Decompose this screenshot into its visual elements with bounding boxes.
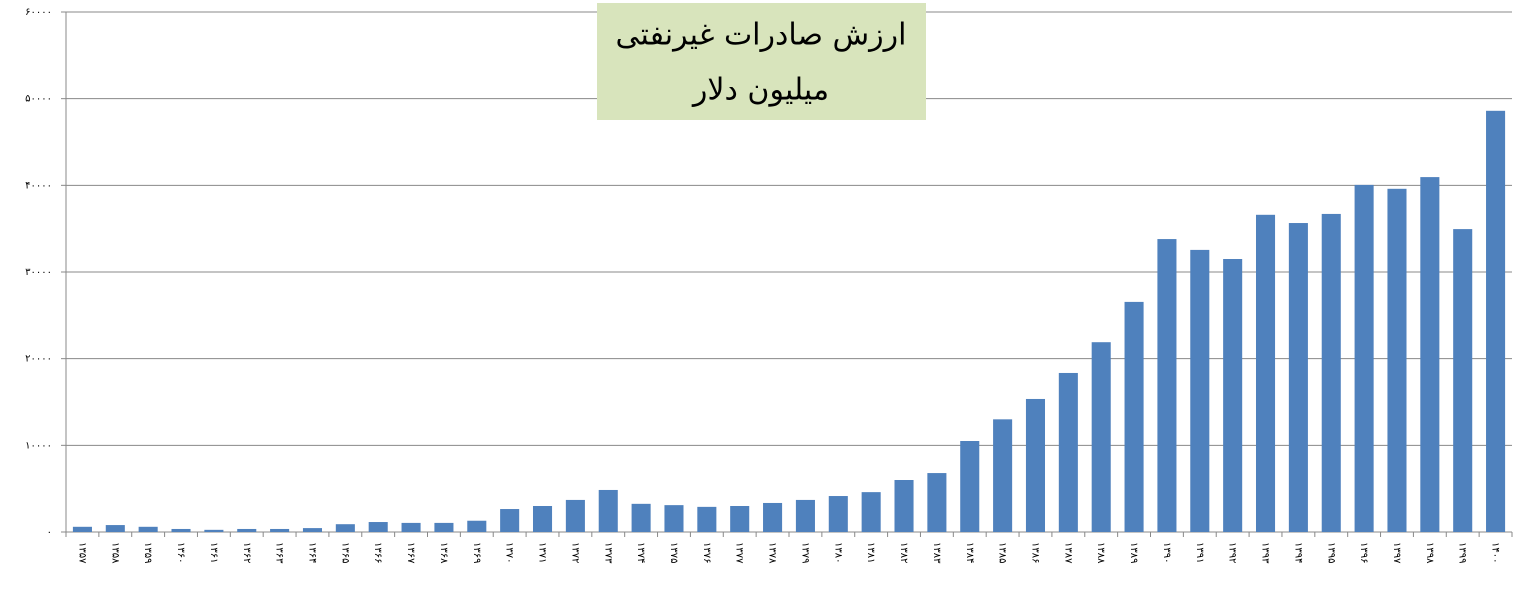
x-tick-label: ۱۳۸۴ [964,542,975,563]
bar [1157,239,1177,533]
x-tick-label: ۱۳۵۸ [109,542,120,564]
bar [795,499,815,532]
x-tick-label: ۱۳۷۱ [537,542,548,563]
bar [1190,249,1210,532]
x-tick-label: ۱۳۹۸ [1424,542,1435,564]
y-tick-label: ۱۰۰۰۰ [25,440,52,451]
bar [1288,223,1308,533]
bar [697,506,717,532]
x-tick-label: ۱۳۷۲ [569,542,580,563]
bar [730,506,750,532]
y-tick-label: ۲۰۰۰۰ [25,354,52,365]
x-tick-label: ۱۳۸۵ [997,542,1008,563]
bar [631,503,651,532]
bar [1354,184,1374,532]
x-tick-label: ۱۳۹۳ [1260,542,1271,564]
x-tick-label: ۱۳۹۱ [1194,542,1205,563]
bar [1058,372,1078,532]
y-tick-label: ۵۰۰۰۰ [25,94,52,105]
x-tick-label: ۱۳۷۹ [799,542,810,563]
x-tick-label: ۱۳۶۷ [405,542,416,564]
x-tick-label: ۱۳۵۹ [142,542,153,563]
x-tick-label: ۱۳۷۰ [504,542,515,563]
bar [467,520,487,532]
x-tick-label: ۱۳۹۹ [1457,542,1468,563]
bar [828,496,848,532]
bar [1486,110,1506,533]
bar [171,528,191,532]
bar [1025,398,1046,532]
x-tick-label: ۱۳۷۳ [602,542,613,564]
x-tick-label: ۱۳۶۶ [372,542,383,563]
x-tick-label: ۱۳۹۵ [1325,542,1336,563]
x-tick-label: ۱۳۸۲ [898,542,909,563]
x-tick-label: ۱۳۸۸ [1095,542,1106,564]
bar [72,526,92,532]
y-tick-label: ۳۰۰۰۰ [25,267,52,278]
x-tick-label: ۱۳۷۸ [767,542,778,564]
bar [532,506,553,532]
bar [1223,259,1243,532]
x-tick-label: ۱۳۸۶ [1029,542,1040,563]
bar [598,489,618,532]
bar [1420,177,1440,532]
bar [1453,229,1473,532]
bar [993,419,1013,532]
bar [335,524,355,532]
bar [270,528,290,532]
x-tick-label: ۱۳۹۰ [1161,542,1172,563]
x-tick-label: ۱۳۸۹ [1128,542,1139,563]
x-tick-label: ۱۳۸۱ [865,542,876,563]
bar [960,441,980,532]
x-tick-label: ۱۴۰۰ [1490,542,1501,563]
x-tick-label: ۱۳۸۳ [931,542,942,564]
bar [237,528,257,532]
bar [302,528,323,532]
bar [368,522,388,532]
x-tick-label: ۱۳۷۶ [701,542,712,563]
x-tick-label: ۱۳۷۴ [635,542,646,563]
bar [763,502,783,532]
chart-title: ارزش صادرات غیرنفتی [616,18,907,53]
bar [927,473,947,532]
x-tick-label: ۱۳۷۷ [734,542,745,564]
bar [1091,342,1111,532]
bar [1387,188,1407,533]
bar [894,480,914,532]
y-tick-label: ۶۰۰۰۰ [25,7,52,18]
x-tick-label: ۱۳۶۵ [339,542,350,563]
bar [434,522,454,532]
title-box [597,3,926,120]
x-tick-label: ۱۳۹۶ [1358,542,1369,563]
x-tick-label: ۱۳۶۹ [471,542,482,563]
x-tick-label: ۱۳۹۲ [1227,542,1238,563]
x-tick-label: ۱۳۷۵ [668,542,679,563]
bar [401,522,421,532]
x-tick-label: ۱۳۸۰ [832,542,843,563]
x-tick-label: ۱۳۶۴ [306,542,317,563]
bar [664,505,684,532]
bar [1255,214,1276,533]
bar [861,492,881,532]
bar [105,525,125,532]
bar [1321,213,1341,532]
x-tick-label: ۱۳۶۸ [438,542,449,564]
bar [565,499,585,532]
x-tick-label: ۱۳۹۴ [1292,542,1303,563]
x-tick-label: ۱۳۶۱ [208,542,219,563]
x-tick-label: ۱۳۵۷ [76,542,87,564]
y-tick-label: ۰ [47,527,52,538]
bar [500,509,520,532]
x-tick-label: ۱۳۶۲ [241,542,252,563]
x-tick-label: ۱۳۸۷ [1062,542,1073,564]
bar [204,529,224,532]
chart-subtitle: میلیون دلار [691,73,829,108]
y-tick-label: ۴۰۰۰۰ [25,180,52,191]
x-tick-label: ۱۳۶۰ [175,542,186,563]
bar [138,526,158,532]
x-tick-label: ۱۳۹۷ [1391,542,1402,564]
bar [1124,301,1144,532]
x-tick-label: ۱۳۶۳ [274,542,285,564]
